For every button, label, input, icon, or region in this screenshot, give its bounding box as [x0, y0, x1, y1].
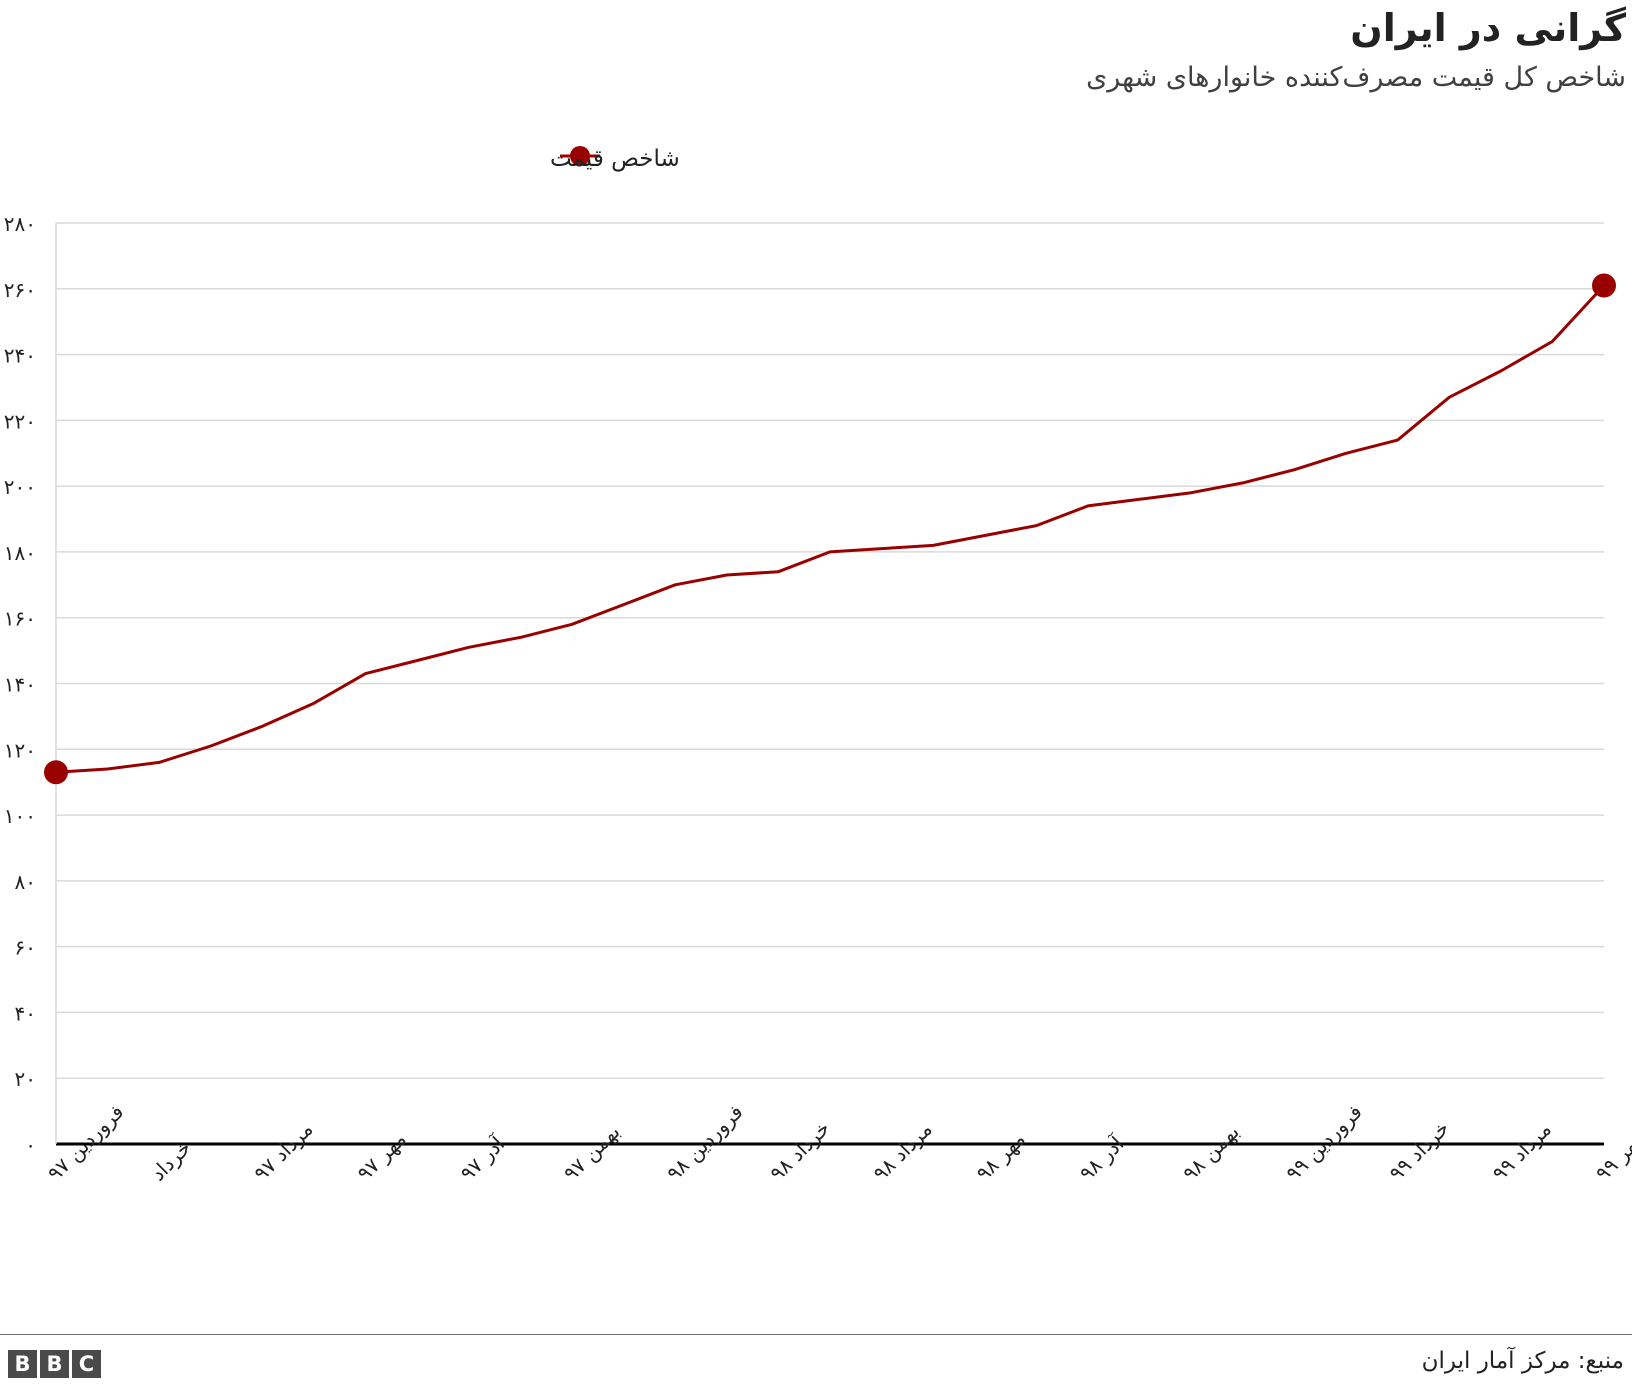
- data-point-0: [44, 760, 68, 785]
- chart-subtitle: شاخص کل قیمت مصرف‌کننده خانوارهای شهری: [1086, 62, 1626, 93]
- x-tick-label-8: آذر ۹۷: [455, 1130, 510, 1185]
- chart-title: گرانی در ایران: [1350, 6, 1626, 50]
- x-tick-label-28: مرداد ۹۹: [1487, 1117, 1556, 1186]
- x-tick-label-4: مرداد ۹۷: [249, 1117, 318, 1186]
- logo-letter-c: C: [72, 1350, 101, 1378]
- x-tick-label-30: مهر ۹۹: [1591, 1127, 1632, 1186]
- gridlines: [55, 222, 1604, 1146]
- y-tick-label-0: ۰: [25, 1133, 36, 1157]
- line-chart: شاخص قیمت ۰ ۲۰ ۴۰ ۶۰ ۸۰ ۱۰۰ ۱۲۰ ۱۴۰ ۱۶۰ ۱۸۰ ۲۰۰ ۲۲۰…: [4, 146, 1632, 1186]
- y-tick-label-260: ۲۶۰: [4, 278, 36, 302]
- y-tick-label-20: ۲۰: [15, 1067, 36, 1091]
- y-axis-labels: ۰ ۲۰ ۴۰ ۶۰ ۸۰ ۱۰۰ ۱۲۰ ۱۴۰ ۱۶۰ ۱۸۰ ۲۰۰ ۲۲۰ ۲۴۰ ۲۶۰ ۲۸۰: [4, 212, 36, 1157]
- footer-divider: [0, 1334, 1632, 1335]
- source-note: منبع: مرکز آمار ایران: [1421, 1348, 1624, 1374]
- y-tick-label-180: ۱۸۰: [4, 541, 36, 565]
- y-tick-label-200: ۲۰۰: [4, 475, 36, 499]
- y-tick-label-120: ۱۲۰: [4, 738, 36, 762]
- y-tick-label-60: ۶۰: [15, 936, 36, 960]
- y-tick-label-140: ۱۴۰: [4, 673, 36, 697]
- y-tick-label-40: ۴۰: [15, 1001, 36, 1025]
- legend-label-price-index: شاخص قیمت: [550, 146, 680, 172]
- legend[interactable]: شاخص قیمت: [550, 146, 680, 172]
- x-tick-label-18: مهر ۹۸: [971, 1127, 1030, 1186]
- y-tick-label-160: ۱۶۰: [4, 607, 36, 631]
- series-price-index: [44, 273, 1616, 785]
- x-tick-label-14: خرداد ۹۸: [765, 1116, 835, 1186]
- series-line: [55, 284, 1606, 774]
- legend-marker: [570, 146, 590, 166]
- y-tick-label-280: ۲۸۰: [4, 212, 36, 236]
- x-tick-label-26: خرداد ۹۹: [1384, 1116, 1454, 1186]
- x-tick-label-6: مهر ۹۷: [352, 1127, 411, 1186]
- x-tick-label-16: مرداد ۹۸: [868, 1117, 937, 1186]
- y-tick-label-220: ۲۲۰: [4, 409, 36, 433]
- x-tick-label-22: بهمن ۹۸: [1178, 1119, 1244, 1185]
- logo-letter-b1: B: [8, 1350, 37, 1378]
- x-tick-label-20: آذر ۹۸: [1074, 1130, 1129, 1185]
- y-tick-label-80: ۸۰: [15, 870, 36, 894]
- y-tick-label-100: ۱۰۰: [4, 804, 36, 828]
- bbc-logo: B B C: [8, 1350, 101, 1378]
- y-tick-label-240: ۲۴۰: [4, 344, 36, 368]
- x-tick-label-10: بهمن ۹۷: [559, 1119, 625, 1185]
- logo-letter-b2: B: [40, 1350, 69, 1378]
- data-point-30: [1592, 273, 1616, 298]
